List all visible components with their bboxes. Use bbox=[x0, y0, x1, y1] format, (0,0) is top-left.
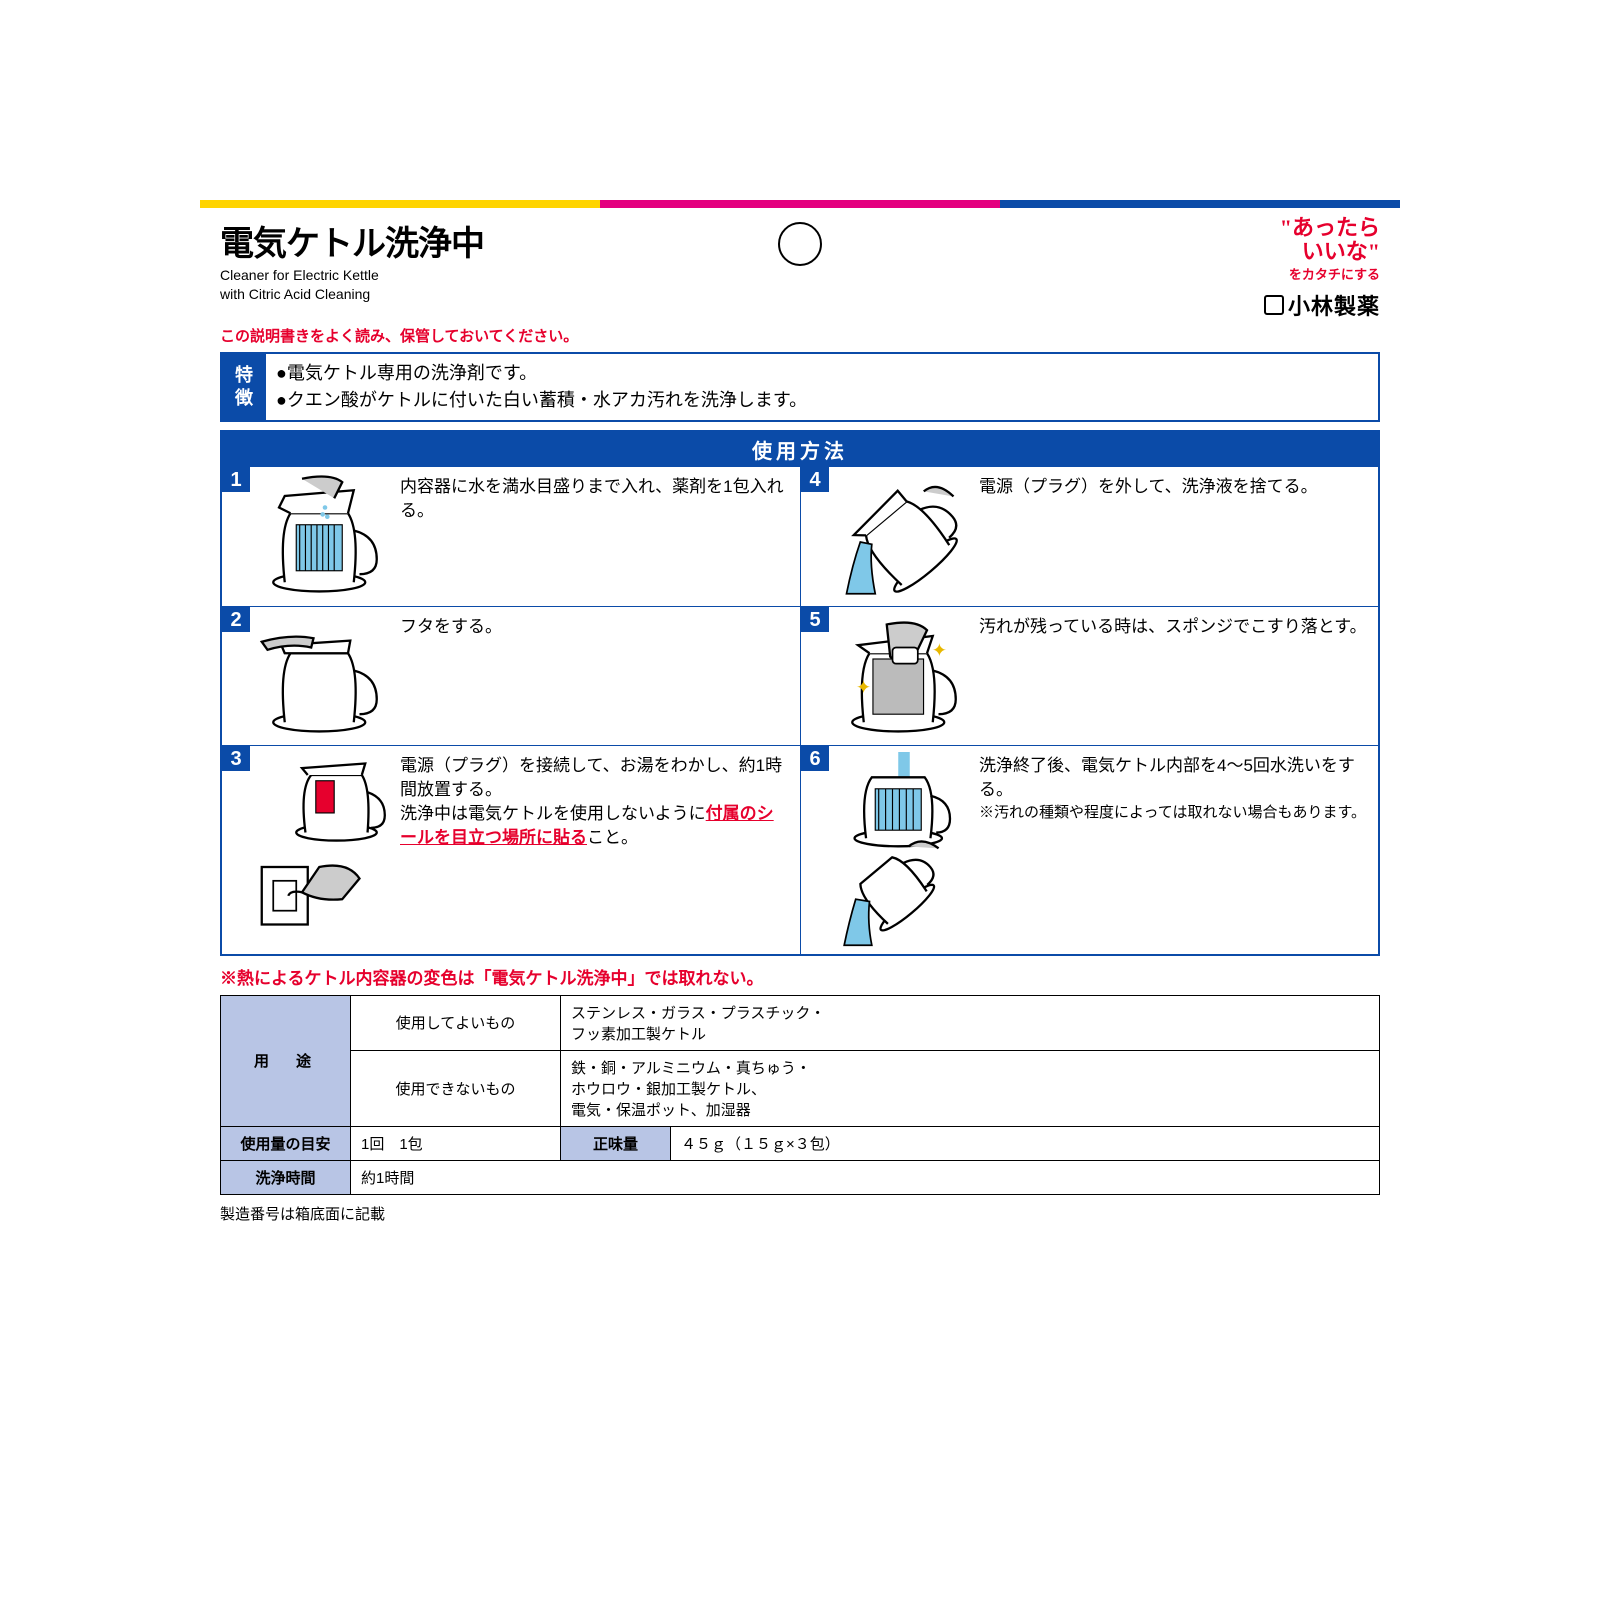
spec-ok-label: 使用してよいもの bbox=[351, 995, 561, 1050]
step-num: 5 bbox=[801, 607, 829, 632]
svg-text:✦: ✦ bbox=[932, 640, 947, 661]
read-warning: この説明書きをよく読み、保管しておいてください。 bbox=[200, 325, 1400, 352]
table-row: 洗浄時間 約1時間 bbox=[221, 1160, 1380, 1194]
kettle-pour-icon bbox=[256, 473, 394, 600]
step-num: 4 bbox=[801, 467, 829, 492]
step-illustration bbox=[250, 746, 400, 954]
step-illustration: ✦ ✦ bbox=[829, 607, 979, 746]
company-name: 小林製薬 bbox=[1288, 289, 1380, 321]
step-4: 4 電源（プラグ）を外して、洗浄液を捨てる。 bbox=[800, 467, 1378, 606]
logo-mark-icon bbox=[1264, 295, 1284, 315]
step-text: 電源（プラグ）を接続して、お湯をわかし、約1時間放置する。 洗浄中は電気ケトルを… bbox=[400, 746, 800, 954]
step-illustration bbox=[250, 467, 400, 606]
heat-warning: ※熱によるケトル内容器の変色は「電気ケトル洗浄中」では取れない。 bbox=[220, 964, 1380, 989]
feature-line2: ●クエン酸がケトルに付いた白い蓄積・水アカ汚れを洗浄します。 bbox=[276, 387, 1368, 414]
hang-hole bbox=[778, 222, 822, 266]
features-label: 特 徴 bbox=[222, 354, 266, 420]
spec-ng-value: 鉄・銅・アルミニウム・真ちゅう・ ホウロウ・銀加工製ケトル、 電気・保温ポット、… bbox=[561, 1050, 1380, 1126]
table-row: 使用できないもの 鉄・銅・アルミニウム・真ちゅう・ ホウロウ・銀加工製ケトル、 … bbox=[221, 1050, 1380, 1126]
step-text: 内容器に水を満水目盛りまで入れ、薬剤を1包入れる。 bbox=[400, 467, 800, 606]
features-text: ●電気ケトル専用の洗浄剤です。 ●クエン酸がケトルに付いた白い蓄積・水アカ汚れを… bbox=[266, 354, 1378, 420]
spec-usage-label: 用 途 bbox=[221, 995, 351, 1126]
kettle-rinse-icon bbox=[835, 752, 973, 948]
kettle-drain-icon bbox=[835, 473, 973, 600]
step-text: 汚れが残っている時は、スポンジでこすり落とす。 bbox=[979, 607, 1378, 746]
step-1: 1 内容器に水を満水目盛りまで入れ、薬剤を1包入れる。 bbox=[222, 467, 800, 606]
usage-title: 使用方法 bbox=[222, 432, 1378, 467]
product-title: 電気ケトル洗浄中 bbox=[220, 216, 1264, 265]
spec-amount-value: 1回 1包 bbox=[351, 1126, 561, 1160]
kettle-lid-icon bbox=[256, 613, 394, 740]
brand-slogan-3: をカタチにする bbox=[1264, 264, 1380, 283]
brand-slogan-1: "あったら bbox=[1264, 216, 1380, 240]
table-row: 使用量の目安 1回 1包 正味量 ４５ｇ（１５ｇ×３包） bbox=[221, 1126, 1380, 1160]
spec-ok-value: ステンレス・ガラス・プラスチック・ フッ素加工製ケトル bbox=[561, 995, 1380, 1050]
spec-table: 用 途 使用してよいもの ステンレス・ガラス・プラスチック・ フッ素加工製ケトル… bbox=[220, 995, 1380, 1195]
step6-text: 洗浄終了後、電気ケトル内部を4～5回水洗いをする。 bbox=[979, 754, 1368, 802]
brand-block: "あったら いいな" をカタチにする 小林製薬 bbox=[1264, 216, 1380, 321]
top-stripe bbox=[200, 200, 1400, 208]
step-num: 1 bbox=[222, 467, 250, 492]
spec-time-value: 約1時間 bbox=[351, 1160, 1380, 1194]
step-3: 3 電源（プラグ）を接続して、お湯をわかし、約1 bbox=[222, 745, 800, 954]
brand-slogan-2: いいな" bbox=[1264, 240, 1380, 264]
step-text: フタをする。 bbox=[400, 607, 800, 746]
spec-ng-label: 使用できないもの bbox=[351, 1050, 561, 1126]
spec-weight-label: 正味量 bbox=[561, 1126, 671, 1160]
spec-time-label: 洗浄時間 bbox=[221, 1160, 351, 1194]
kettle-scrub-icon: ✦ ✦ bbox=[835, 613, 973, 740]
step6-note: ※汚れの種類や程度によっては取れない場合もあります。 bbox=[979, 802, 1368, 823]
step-text: 電源（プラグ）を外して、洗浄液を捨てる。 bbox=[979, 467, 1378, 606]
footer-note: 製造番号は箱底面に記載 bbox=[200, 1201, 1400, 1226]
step-2: 2 フタをする。 bbox=[222, 606, 800, 746]
steps-grid: 1 内容器に水を満水目盛りまで入れ、薬剤を1包入れる。 bbox=[222, 467, 1378, 954]
step-illustration bbox=[829, 746, 979, 954]
step-num: 3 bbox=[222, 746, 250, 771]
kettle-plug-icon bbox=[256, 752, 394, 948]
step-6: 6 bbox=[800, 745, 1378, 954]
feature-line1: ●電気ケトル専用の洗浄剤です。 bbox=[276, 360, 1368, 387]
step-illustration bbox=[250, 607, 400, 746]
product-subtitle2: with Citric Acid Cleaning bbox=[220, 286, 1264, 303]
step-text: 洗浄終了後、電気ケトル内部を4～5回水洗いをする。 ※汚れの種類や程度によっては… bbox=[979, 746, 1378, 954]
table-row: 用 途 使用してよいもの ステンレス・ガラス・プラスチック・ フッ素加工製ケトル bbox=[221, 995, 1380, 1050]
title-block: 電気ケトル洗浄中 Cleaner for Electric Kettle wit… bbox=[220, 216, 1264, 321]
usage-box: 使用方法 1 内容器に水を満水目盛りまで入れ、薬剤を1 bbox=[220, 430, 1380, 956]
spec-weight-value: ４５ｇ（１５ｇ×３包） bbox=[671, 1126, 1380, 1160]
step-illustration bbox=[829, 467, 979, 606]
step3-post: こと。 bbox=[587, 828, 638, 847]
step-num: 6 bbox=[801, 746, 829, 771]
step-5: 5 ✦ ✦ 汚れが残っている時は、スポンジでこすり落とす。 bbox=[800, 606, 1378, 746]
features-box: 特 徴 ●電気ケトル専用の洗浄剤です。 ●クエン酸がケトルに付いた白い蓄積・水ア… bbox=[220, 352, 1380, 422]
svg-text:✦: ✦ bbox=[856, 676, 871, 697]
step-num: 2 bbox=[222, 607, 250, 632]
brand-logo: 小林製薬 bbox=[1264, 289, 1380, 321]
product-subtitle1: Cleaner for Electric Kettle bbox=[220, 267, 1264, 284]
instruction-card: 電気ケトル洗浄中 Cleaner for Electric Kettle wit… bbox=[200, 200, 1400, 1226]
spec-amount-label: 使用量の目安 bbox=[221, 1126, 351, 1160]
